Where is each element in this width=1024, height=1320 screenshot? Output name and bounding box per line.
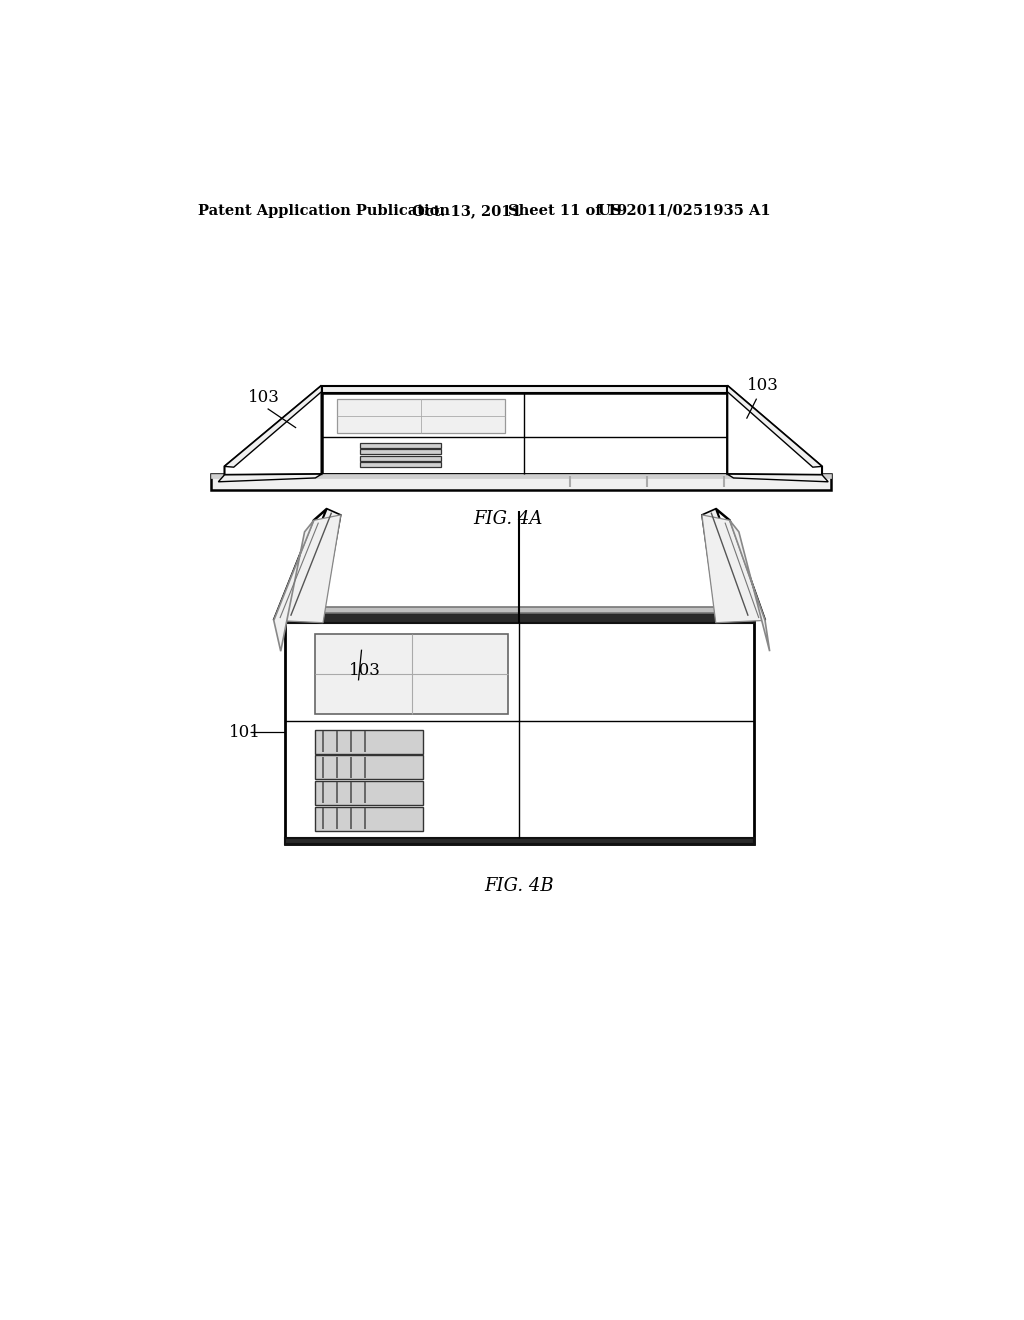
Polygon shape bbox=[224, 385, 322, 475]
Polygon shape bbox=[727, 385, 822, 467]
Polygon shape bbox=[273, 520, 313, 651]
Polygon shape bbox=[211, 474, 831, 490]
Polygon shape bbox=[322, 385, 727, 393]
Polygon shape bbox=[360, 455, 441, 461]
Text: FIG. 4B: FIG. 4B bbox=[484, 876, 554, 895]
Polygon shape bbox=[360, 444, 441, 449]
Text: 101: 101 bbox=[229, 723, 261, 741]
Polygon shape bbox=[211, 474, 831, 478]
Polygon shape bbox=[315, 730, 423, 754]
Polygon shape bbox=[315, 755, 423, 779]
Text: FIG. 4A: FIG. 4A bbox=[473, 510, 543, 528]
Text: 103: 103 bbox=[248, 388, 280, 405]
Polygon shape bbox=[224, 385, 322, 467]
Polygon shape bbox=[360, 449, 441, 454]
Polygon shape bbox=[285, 612, 755, 843]
Polygon shape bbox=[285, 607, 755, 612]
Polygon shape bbox=[315, 781, 423, 805]
Polygon shape bbox=[273, 515, 341, 623]
Polygon shape bbox=[273, 508, 327, 620]
Polygon shape bbox=[730, 520, 770, 651]
Polygon shape bbox=[727, 474, 828, 482]
Polygon shape bbox=[701, 508, 755, 612]
Polygon shape bbox=[727, 385, 822, 475]
Text: 103: 103 bbox=[348, 661, 380, 678]
Text: Patent Application Publication: Patent Application Publication bbox=[198, 203, 450, 218]
Polygon shape bbox=[716, 508, 765, 620]
Text: 103: 103 bbox=[746, 378, 778, 395]
Polygon shape bbox=[285, 838, 755, 843]
Text: Oct. 13, 2011: Oct. 13, 2011 bbox=[412, 203, 521, 218]
Polygon shape bbox=[337, 400, 505, 433]
Text: Sheet 11 of 19: Sheet 11 of 19 bbox=[508, 203, 627, 218]
Polygon shape bbox=[315, 635, 508, 714]
Polygon shape bbox=[322, 393, 727, 474]
Polygon shape bbox=[285, 612, 755, 623]
Polygon shape bbox=[701, 515, 765, 623]
Polygon shape bbox=[360, 462, 441, 467]
Polygon shape bbox=[218, 474, 322, 482]
Polygon shape bbox=[285, 508, 341, 612]
Polygon shape bbox=[315, 807, 423, 830]
Text: US 2011/0251935 A1: US 2011/0251935 A1 bbox=[598, 203, 771, 218]
